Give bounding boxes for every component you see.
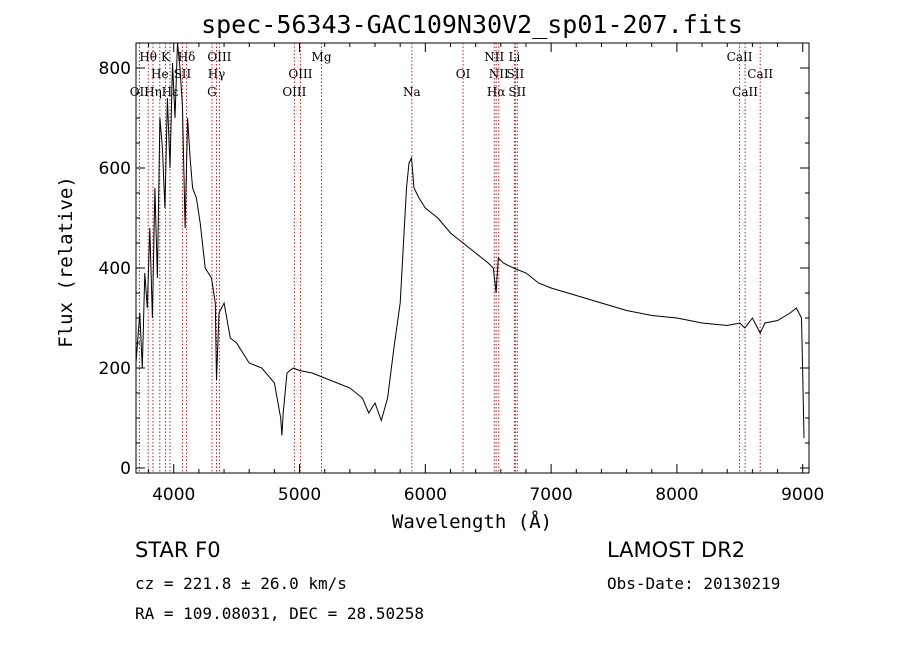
x-tick-label: 4000 — [152, 485, 195, 505]
spectral-line-label: He — [151, 67, 169, 81]
spectral-line-label: NII — [484, 50, 504, 64]
spectrum-series-line — [135, 42, 805, 439]
spectral-line-label: CaII — [732, 85, 758, 99]
spectral-line-label: OI — [456, 67, 471, 81]
x-tick-label: 9000 — [781, 485, 824, 505]
x-tick-label: 6000 — [404, 485, 447, 505]
y-axis-ticks: 0 200 400 600 800 — [99, 42, 809, 479]
obs-date-label: Obs-Date: 20130219 — [607, 574, 781, 593]
spectral-line-label: Hη — [144, 85, 162, 99]
spectral-line-label: SII — [174, 67, 192, 81]
y-tick-label: 0 — [120, 459, 131, 479]
x-axis-label: Wavelength (Å) — [392, 510, 552, 533]
spectral-line-label: Hα — [487, 85, 506, 99]
spectral-line-label: Hδ — [178, 50, 196, 64]
spectral-line-label: Hθ — [139, 50, 157, 64]
y-tick-label: 600 — [99, 159, 131, 179]
spectral-line-label: Mg — [312, 50, 332, 64]
x-tick-label: 5000 — [278, 485, 321, 505]
survey-label: LAMOST DR2 — [607, 538, 746, 562]
spectral-line-label: NII — [489, 67, 509, 81]
x-axis-ticks: 4000 5000 6000 7000 8000 9000 — [148, 43, 824, 505]
spectral-line-label: K — [161, 50, 171, 64]
chart-title: spec-56343-GAC109N30V2_sp01-207.fits — [201, 10, 743, 39]
spectral-line-label: OIII — [288, 67, 312, 81]
plot-area-frame — [135, 42, 810, 474]
coordinates-label: RA = 109.08031, DEC = 28.50258 — [135, 604, 424, 623]
x-tick-label: 7000 — [529, 485, 572, 505]
y-tick-label: 400 — [99, 259, 131, 279]
spectral-line-markers — [138, 43, 761, 473]
redshift-velocity-label: cz = 221.8 ± 26.0 km/s — [135, 574, 347, 593]
spectral-line-label: CaII — [727, 50, 753, 64]
spectral-line-label: OIII — [282, 85, 306, 99]
spectral-line-label: OIII — [207, 50, 231, 64]
spectral-line-labels: HθOIIHηHeKHεSIIHδGHγOIIIOIIIOIIIMgNaOINI… — [130, 50, 774, 99]
spectral-line-label: Na — [403, 85, 421, 99]
spectral-line-label: SII — [507, 67, 525, 81]
y-tick-label: 200 — [99, 359, 131, 379]
spectral-line-label: Li — [508, 50, 520, 64]
object-class-label: STAR F0 — [135, 538, 221, 562]
spectral-line-label: OII — [130, 85, 150, 99]
spectral-line-label: CaII — [747, 67, 773, 81]
spectral-line-label: SII — [508, 85, 526, 99]
spectral-line-label: Hγ — [208, 67, 226, 81]
spectral-line-label: G — [207, 85, 217, 99]
y-tick-label: 800 — [99, 59, 131, 79]
x-tick-label: 8000 — [655, 485, 698, 505]
y-axis-label: Flux (relative) — [55, 176, 77, 348]
